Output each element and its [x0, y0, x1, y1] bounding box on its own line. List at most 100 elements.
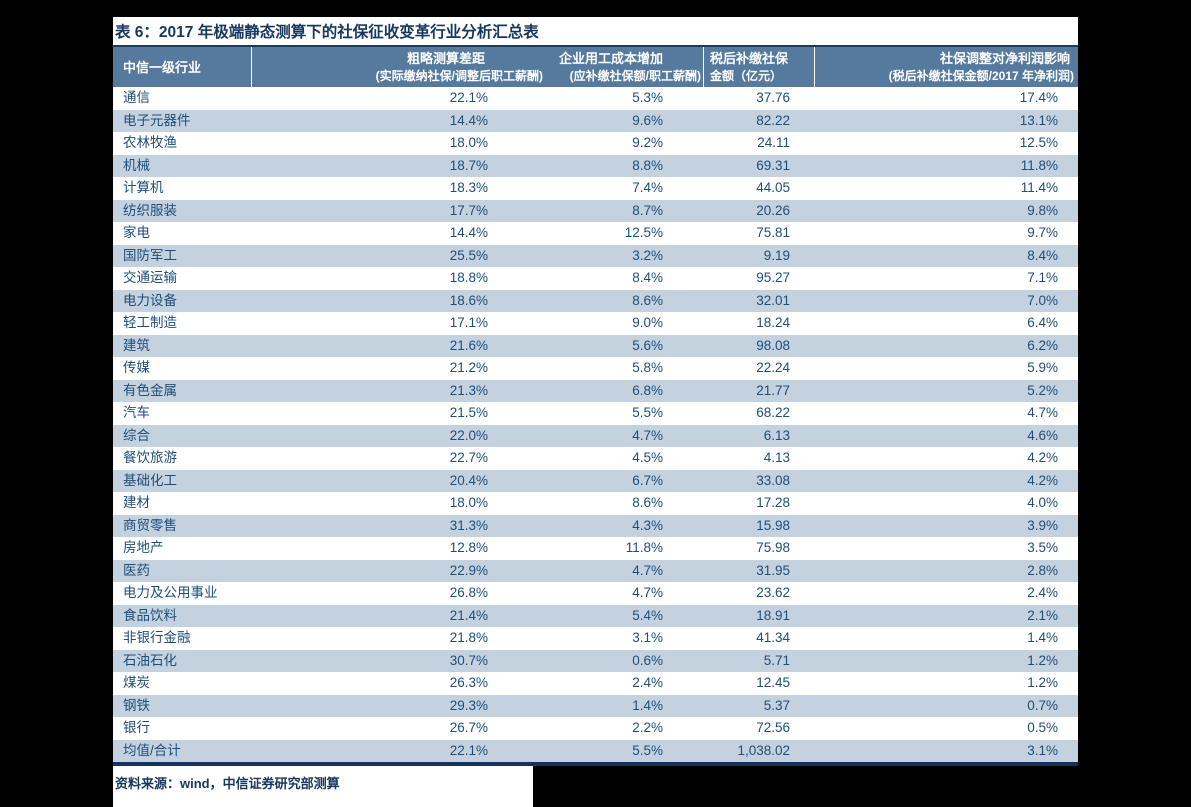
- amount-value-cell: 21.77: [756, 382, 790, 398]
- table-row: 非银行金融 21.8% 3.1% 41.34 1.4%: [113, 627, 1078, 650]
- header-gap-label: 粗略测算差距: [406, 51, 485, 66]
- profit-value-cell: 17.4%: [1019, 90, 1058, 105]
- header-cell-industry: 中信一级行业: [113, 47, 252, 87]
- table-row: 交通运输 18.8% 8.4% 95.27 7.1%: [113, 267, 1078, 290]
- amount-value-cell: 15.98: [756, 517, 790, 533]
- amount-value-cell: 44.05: [756, 180, 790, 195]
- industry-name-cell: 电力设备: [123, 292, 177, 308]
- amount-value-cell: 12.45: [756, 675, 790, 690]
- gap-value-cell: 26.8%: [449, 585, 488, 600]
- gap-value-cell: 22.7%: [449, 450, 488, 465]
- table-row: 通信 22.1% 5.3% 37.76 17.4%: [113, 87, 1078, 110]
- amount-value-cell: 33.08: [756, 472, 790, 488]
- gap-value-cell: 21.4%: [449, 607, 488, 623]
- profit-value-cell: 2.8%: [1027, 562, 1058, 578]
- gap-value-cell: 17.1%: [449, 315, 488, 330]
- amount-value-cell: 1,038.02: [737, 742, 790, 758]
- industry-name-cell: 食品饮料: [123, 607, 177, 623]
- gap-value-cell: 21.2%: [449, 360, 488, 375]
- gap-value-cell: 21.8%: [449, 630, 488, 645]
- cost-value-cell: 1.4%: [632, 697, 663, 713]
- industry-name-cell: 商贸零售: [123, 517, 177, 533]
- header-profit-label: 社保调整对净利润影响: [939, 51, 1070, 66]
- profit-value-cell: 11.8%: [1020, 157, 1058, 173]
- table-row: 机械 18.7% 8.8% 69.31 11.8%: [113, 154, 1078, 177]
- cost-value-cell: 5.5%: [632, 742, 663, 758]
- cost-value-cell: 5.3%: [632, 90, 663, 105]
- amount-value-cell: 75.81: [756, 225, 790, 240]
- gap-value-cell: 18.8%: [449, 270, 488, 285]
- amount-value-cell: 98.08: [756, 337, 790, 353]
- profit-value-cell: 0.7%: [1027, 697, 1058, 713]
- profit-value-cell: 6.2%: [1027, 337, 1058, 353]
- cost-value-cell: 5.8%: [632, 360, 663, 375]
- amount-value-cell: 17.28: [756, 495, 790, 510]
- cost-value-cell: 9.6%: [632, 112, 663, 128]
- gap-value-cell: 21.6%: [449, 337, 488, 353]
- amount-value-cell: 22.24: [756, 360, 790, 375]
- cost-value-cell: 7.4%: [632, 180, 663, 195]
- amount-value-cell: 5.71: [763, 652, 790, 668]
- table-row: 建筑 21.6% 5.6% 98.08 6.2%: [113, 334, 1078, 357]
- cost-value-cell: 3.2%: [632, 247, 663, 263]
- profit-value-cell: 7.1%: [1027, 270, 1058, 285]
- cost-value-cell: 5.5%: [632, 405, 663, 420]
- gap-value-cell: 29.3%: [449, 697, 488, 713]
- cost-value-cell: 9.0%: [632, 315, 663, 330]
- profit-value-cell: 13.1%: [1019, 112, 1058, 128]
- report-page: 表 6：2017 年极端静态测算下的社保征收变革行业分析汇总表 中信一级行业 粗…: [113, 17, 1078, 766]
- table-row: 餐饮旅游 22.7% 4.5% 4.13 4.2%: [113, 447, 1078, 470]
- amount-value-cell: 37.76: [756, 90, 790, 105]
- profit-value-cell: 4.2%: [1027, 472, 1058, 488]
- cost-value-cell: 9.2%: [632, 135, 663, 150]
- amount-value-cell: 72.56: [756, 720, 790, 735]
- industry-name-cell: 建材: [123, 495, 150, 510]
- gap-value-cell: 18.0%: [449, 135, 488, 150]
- table-row: 石油石化 30.7% 0.6% 5.71 1.2%: [113, 649, 1078, 672]
- cost-value-cell: 8.6%: [632, 292, 663, 308]
- cost-value-cell: 3.1%: [632, 630, 663, 645]
- industry-name-cell: 基础化工: [123, 472, 177, 488]
- amount-value-cell: 23.62: [756, 585, 790, 600]
- table-row: 电子元器件 14.4% 9.6% 82.22 13.1%: [113, 109, 1078, 132]
- table-row: 农林牧渔 18.0% 9.2% 24.11 12.5%: [113, 132, 1078, 155]
- industry-name-cell: 汽车: [123, 405, 150, 420]
- header-cell-cost: 企业用工成本增加 (应补缴社保额/职工薪酬): [545, 47, 704, 87]
- profit-value-cell: 4.7%: [1027, 405, 1058, 420]
- table-header-row: 中信一级行业 粗略测算差距 (实际缴纳社保/调整后职工薪酬) 企业用工成本增加 …: [113, 45, 1078, 87]
- amount-value-cell: 18.24: [756, 315, 790, 330]
- table-row: 计算机 18.3% 7.4% 44.05 11.4%: [113, 177, 1078, 200]
- gap-value-cell: 22.1%: [449, 742, 488, 758]
- table-row: 轻工制造 17.1% 9.0% 18.24 6.4%: [113, 312, 1078, 335]
- cost-value-cell: 4.7%: [632, 427, 663, 443]
- cost-value-cell: 4.3%: [632, 517, 663, 533]
- profit-value-cell: 3.5%: [1027, 540, 1058, 555]
- industry-name-cell: 电子元器件: [123, 112, 191, 128]
- table-row: 电力及公用事业 26.8% 4.7% 23.62 2.4%: [113, 582, 1078, 605]
- table-row: 钢铁 29.3% 1.4% 5.37 0.7%: [113, 694, 1078, 717]
- industry-name-cell: 非银行金融: [123, 630, 191, 645]
- header-cell-gap: 粗略测算差距 (实际缴纳社保/调整后职工薪酬): [252, 47, 545, 87]
- gap-value-cell: 18.3%: [449, 180, 488, 195]
- industry-name-cell: 国防军工: [123, 247, 177, 263]
- industry-name-cell: 建筑: [123, 337, 150, 353]
- table-row: 纺织服装 17.7% 8.7% 20.26 9.8%: [113, 199, 1078, 222]
- industry-name-cell: 传媒: [123, 360, 150, 375]
- industry-name-cell: 综合: [123, 427, 150, 443]
- profit-value-cell: 4.6%: [1027, 427, 1058, 443]
- gap-value-cell: 18.7%: [449, 157, 488, 173]
- cost-value-cell: 0.6%: [632, 652, 663, 668]
- amount-value-cell: 82.22: [756, 112, 790, 128]
- industry-name-cell: 钢铁: [123, 697, 150, 713]
- gap-value-cell: 20.4%: [449, 472, 488, 488]
- industry-name-cell: 轻工制造: [123, 315, 177, 330]
- cost-value-cell: 8.8%: [632, 157, 663, 173]
- cost-value-cell: 5.4%: [632, 607, 663, 623]
- table-row: 均值/合计 22.1% 5.5% 1,038.02 3.1%: [113, 739, 1078, 762]
- gap-value-cell: 22.0%: [449, 427, 488, 443]
- table-row: 基础化工 20.4% 6.7% 33.08 4.2%: [113, 469, 1078, 492]
- profit-value-cell: 7.0%: [1027, 292, 1058, 308]
- industry-name-cell: 煤炭: [123, 675, 150, 690]
- gap-value-cell: 14.4%: [449, 225, 488, 240]
- header-cell-profit: 社保调整对净利润影响 (税后补缴社保金额/2017 年净利润): [815, 47, 1078, 87]
